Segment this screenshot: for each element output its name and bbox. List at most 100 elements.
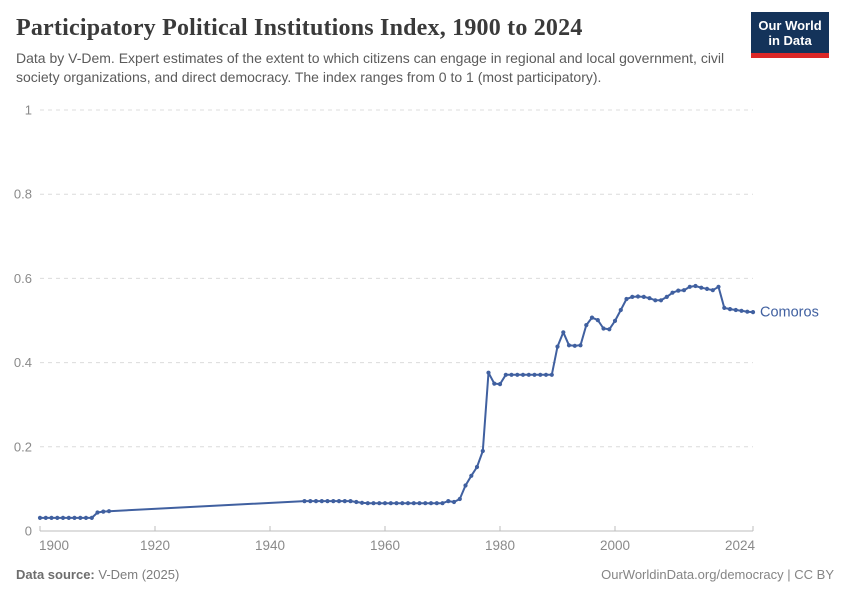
data-point (434, 501, 439, 506)
data-point (624, 296, 629, 302)
data-point (526, 372, 531, 377)
x-tick-label: 2024 (725, 538, 756, 553)
data-point (463, 483, 468, 488)
data-point (578, 343, 583, 348)
data-point (647, 296, 652, 301)
y-tick-label: 0.6 (14, 271, 32, 286)
data-point (417, 501, 422, 506)
data-point (693, 283, 698, 289)
data-point (595, 318, 600, 323)
data-point (733, 307, 738, 313)
data-point (55, 515, 60, 521)
data-point (474, 464, 480, 470)
data-point (72, 515, 77, 521)
owid-logo-text: Our World in Data (751, 12, 829, 53)
data-point (515, 372, 520, 377)
data-point (405, 501, 411, 506)
data-point (676, 288, 681, 293)
data-point (589, 315, 595, 320)
data-point (423, 501, 428, 506)
data-point (532, 372, 537, 377)
data-source-value: V-Dem (2025) (94, 567, 180, 582)
data-point (745, 309, 750, 314)
owid-credit-link[interactable]: OurWorldinData.org/democracy | CC BY (601, 567, 834, 582)
data-point (95, 510, 100, 515)
data-point (388, 501, 393, 506)
data-point (49, 515, 54, 521)
data-point (492, 381, 497, 386)
data-point (543, 372, 549, 377)
x-tick-label: 1980 (485, 538, 515, 553)
data-point (371, 501, 376, 506)
data-point (601, 326, 606, 331)
data-point (710, 288, 715, 293)
data-point (377, 501, 382, 506)
data-point (584, 323, 589, 328)
data-point (359, 500, 365, 505)
data-point (555, 344, 560, 349)
data-point (699, 285, 704, 290)
data-point (687, 284, 692, 289)
y-tick-label: 1 (25, 103, 32, 118)
data-point (750, 310, 756, 315)
data-point (561, 330, 566, 335)
y-tick-label: 0.8 (14, 187, 32, 202)
data-point (641, 294, 646, 299)
data-point (716, 284, 721, 289)
data-point (400, 501, 405, 506)
data-source-label: Data source: (16, 567, 95, 582)
data-point (566, 343, 572, 348)
data-point (89, 515, 94, 521)
data-point (302, 499, 307, 504)
data-point (630, 294, 635, 299)
y-tick-label: 0.2 (14, 439, 32, 454)
data-point (66, 515, 71, 521)
data-point (497, 382, 503, 387)
data-point (681, 288, 687, 293)
data-point (520, 372, 526, 377)
data-point (313, 499, 319, 504)
data-point (60, 515, 66, 521)
data-point (618, 307, 623, 313)
data-point (635, 294, 641, 299)
data-point (101, 509, 106, 514)
page-title: Participatory Political Institutions Ind… (16, 15, 583, 41)
data-point (549, 372, 554, 377)
x-tick-label: 1920 (140, 538, 170, 553)
chart-footer: Data source: V-Dem (2025) OurWorldinData… (16, 567, 834, 582)
data-source-note: Data source: V-Dem (2025) (16, 567, 179, 582)
data-point (319, 499, 324, 504)
data-point (382, 501, 388, 506)
data-point (331, 499, 336, 504)
data-point (457, 496, 462, 502)
owid-logo[interactable]: Our World in Data (751, 12, 829, 58)
data-point (538, 372, 543, 377)
data-point (440, 501, 445, 506)
chart-header: Participatory Political Institutions Ind… (16, 12, 834, 87)
data-point (336, 499, 342, 504)
data-point (486, 370, 491, 375)
data-point (428, 501, 434, 506)
series-line (39, 285, 754, 519)
data-point (572, 343, 577, 348)
data-point (670, 290, 675, 295)
y-tick-label: 0 (25, 524, 32, 539)
data-point (37, 515, 43, 521)
data-point (348, 499, 353, 504)
data-point (342, 499, 347, 504)
chart-subtitle: Data by V-Dem. Expert estimates of the e… (16, 50, 725, 85)
data-point (664, 294, 669, 299)
data-point (509, 372, 514, 377)
data-point (739, 308, 744, 313)
x-tick-label: 1900 (39, 538, 69, 553)
data-point (653, 298, 658, 303)
data-point (308, 499, 313, 504)
data-point (354, 499, 359, 505)
data-point (446, 499, 451, 504)
x-tick-label: 1940 (255, 538, 285, 553)
x-tick-label: 2000 (600, 538, 630, 553)
data-point (503, 372, 508, 377)
series-end-label: Comoros (760, 305, 819, 321)
